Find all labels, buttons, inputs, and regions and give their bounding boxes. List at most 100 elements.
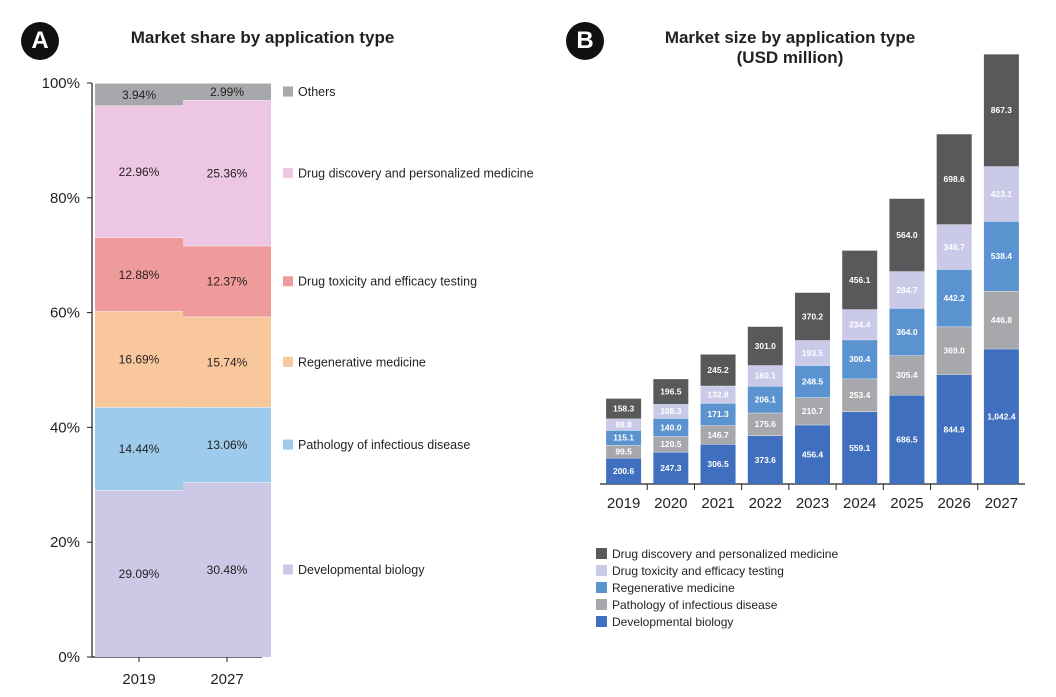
y-tick-label: 40%: [50, 419, 80, 436]
data-label: 171.3: [707, 409, 729, 419]
legend-label-others: Others: [298, 85, 336, 99]
data-label: 867.3: [991, 105, 1013, 115]
data-label: 115.1: [613, 433, 634, 443]
legend-item-pathology-of-infectious-disease: Pathology of infectious disease: [596, 596, 838, 613]
data-label: 12.37%: [207, 275, 248, 289]
bar-segment-drug-toxicity-and-efficacy-testing: [889, 271, 925, 309]
legend-swatch-drug-toxicity-and-efficacy-testing: [283, 276, 293, 287]
data-label: 253.4: [849, 390, 871, 400]
bar-segment-drug-discovery-and-personalized-medicine: [842, 250, 878, 310]
bar-segment-drug-discovery-and-personalized-medicine: [95, 105, 183, 238]
bar-segment-drug-discovery-and-personalized-medicine: [936, 133, 972, 225]
bar-segment-developmental-biology: [795, 424, 830, 484]
legend-label-developmental-biology: Developmental biology: [298, 563, 425, 577]
data-label: 210.7: [802, 406, 824, 416]
bar-segment-regenerative-medicine: [183, 316, 271, 408]
data-label: 22.96%: [119, 165, 160, 179]
bar-segment-drug-toxicity-and-efficacy-testing: [842, 309, 878, 340]
bar-segment-pathology-of-infectious-disease: [983, 291, 1019, 349]
y-tick-label: 0%: [58, 649, 80, 666]
bar-segment-drug-discovery-and-personalized-medicine: [983, 54, 1019, 167]
data-label: 99.5: [615, 447, 632, 457]
data-label: 370.2: [802, 311, 824, 321]
data-label: 16.69%: [119, 353, 160, 367]
data-label: 160.1: [755, 371, 777, 381]
x-tick-label: 2025: [890, 495, 923, 512]
bar-segment-drug-discovery-and-personalized-medicine: [889, 198, 925, 272]
legend-label-drug-toxicity-and-efficacy-testing: Drug toxicity and efficacy testing: [298, 275, 477, 289]
legend-label-drug-discovery-and-personalized-medicine: Drug discovery and personalized medicine: [298, 166, 534, 180]
x-tick-label: 2027: [210, 671, 243, 688]
bar-segment-developmental-biology: [95, 490, 183, 657]
legend-item-developmental-biology: Developmental biology: [596, 613, 838, 630]
bar-segment-drug-toxicity-and-efficacy-testing: [747, 365, 783, 387]
bar-segment-pathology-of-infectious-disease: [747, 412, 783, 436]
y-tick-label: 60%: [50, 305, 80, 322]
data-label: 373.6: [755, 455, 777, 465]
bar-segment-developmental-biology: [606, 458, 642, 484]
legend-swatch-pathology-of-infectious-disease: [596, 599, 607, 610]
panel-b-title-line2: (USD million): [736, 48, 844, 67]
x-tick-label: 2019: [607, 495, 640, 512]
data-label: 234.4: [849, 320, 871, 330]
data-label: 564.0: [896, 230, 918, 240]
x-tick-label: 2022: [749, 495, 782, 512]
legend-label-developmental-biology: Developmental biology: [612, 614, 734, 629]
legend-label-pathology-of-infectious-disease: Pathology of infectious disease: [612, 597, 778, 612]
bar-segment-others: [95, 83, 183, 106]
legend-swatch-regenerative-medicine: [283, 356, 293, 367]
bar-segment-pathology-of-infectious-disease: [700, 425, 736, 445]
bar-segment-regenerative-medicine: [606, 430, 642, 446]
y-tick-label: 100%: [42, 75, 80, 92]
panel-b-badge: B: [566, 22, 604, 60]
legend-item-drug-discovery-and-personalized-medicine: Drug discovery and personalized medicine: [596, 545, 838, 562]
bar-segment-developmental-biology: [747, 435, 783, 484]
data-label: 538.4: [991, 251, 1013, 261]
x-tick-label: 2026: [937, 495, 970, 512]
data-label: 140.0: [660, 422, 682, 432]
data-label: 3.94%: [122, 88, 156, 102]
data-label: 25.36%: [207, 166, 248, 180]
bar-segment-developmental-biology: [936, 374, 972, 484]
legend-label-regenerative-medicine: Regenerative medicine: [298, 355, 426, 369]
data-label: 369.0: [944, 346, 966, 356]
data-label: 15.74%: [207, 355, 248, 369]
bar-segment-drug-toxicity-and-efficacy-testing: [936, 224, 972, 270]
bar-segment-drug-discovery-and-personalized-medicine: [653, 378, 689, 405]
legend-swatch-developmental-biology: [596, 616, 607, 627]
legend-label-regenerative-medicine: Regenerative medicine: [612, 580, 735, 595]
bar-segment-pathology-of-infectious-disease: [936, 326, 972, 375]
data-label: 364.0: [896, 327, 918, 337]
bar-segment-drug-discovery-and-personalized-medicine: [747, 326, 783, 366]
data-label: 300.4: [849, 354, 871, 364]
data-label: 196.5: [660, 386, 682, 396]
data-label: 301.0: [755, 341, 777, 351]
bar-segment-pathology-of-infectious-disease: [889, 355, 925, 396]
legend-swatch-others: [283, 86, 293, 97]
data-label: 175.6: [755, 419, 777, 429]
data-label: 442.2: [944, 293, 966, 303]
data-label: 446.8: [991, 315, 1013, 325]
data-label: 2.99%: [210, 85, 244, 99]
x-tick-label: 2021: [701, 495, 734, 512]
bar-segment-pathology-of-infectious-disease: [95, 407, 183, 491]
data-label: 132.8: [707, 389, 729, 399]
panel-b: B Market size by application type (USD m…: [540, 0, 1056, 697]
bar-segment-pathology-of-infectious-disease: [606, 445, 642, 459]
bar-segment-regenerative-medicine: [95, 311, 183, 408]
panel-a: A Market share by application type 0% 20%…: [21, 22, 534, 688]
chart-a-svg: 0% 20% 40% 60% 80% 100% 2019 29.09% 14.44% 16.69%…: [42, 75, 534, 688]
bar-segment-drug-toxicity-and-efficacy-testing: [795, 340, 830, 366]
data-label: 247.3: [660, 463, 682, 473]
data-label: 108.3: [660, 406, 682, 416]
bar-segment-drug-discovery-and-personalized-medicine: [700, 354, 736, 386]
bar-segment-regenerative-medicine: [983, 221, 1019, 292]
bar-segment-pathology-of-infectious-disease: [653, 436, 689, 452]
bar-segment-drug-toxicity-and-efficacy-testing: [606, 418, 642, 431]
bar-segment-regenerative-medicine: [795, 365, 830, 398]
bar-segment-developmental-biology: [842, 411, 878, 484]
legend-label-drug-toxicity-and-efficacy-testing: Drug toxicity and efficacy testing: [612, 563, 784, 578]
x-tick-label: 2023: [796, 495, 829, 512]
bar-segment-developmental-biology: [183, 482, 271, 657]
bar-segment-others: [183, 83, 271, 101]
